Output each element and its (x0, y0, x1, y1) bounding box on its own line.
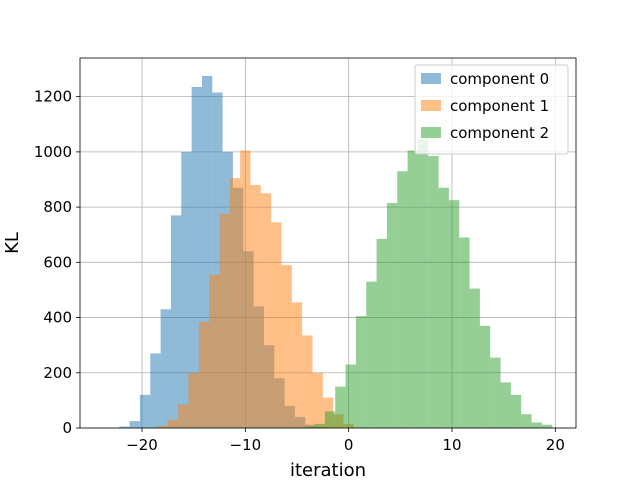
x-tick-label: 20 (546, 436, 565, 454)
histogram-bar (188, 372, 199, 428)
histogram-bar (366, 281, 377, 428)
histogram-bar (170, 215, 182, 428)
histogram-bar (291, 302, 303, 428)
histogram-bar (438, 187, 449, 428)
legend-box (414, 64, 569, 155)
histogram-bar (201, 75, 213, 429)
x-axis-label: iteration (290, 460, 366, 480)
y-tick-label: 200 (43, 364, 72, 382)
y-tick-label: 1200 (34, 88, 72, 106)
histogram-bar (312, 372, 323, 428)
histogram-bar (355, 316, 367, 428)
histogram-bar (198, 321, 210, 428)
x-tick-label: 0 (344, 436, 354, 454)
legend-swatch (421, 100, 441, 111)
histogram-bar (191, 86, 202, 428)
histogram-bar (314, 423, 325, 428)
histogram-bar (324, 411, 336, 428)
legend: component 0 component 1 component 2 (414, 64, 569, 155)
histogram-bar (376, 238, 387, 428)
x-axis-ticks: −20 −10 0 10 20 (126, 428, 565, 454)
histogram-bar (167, 419, 179, 428)
histogram-bar (510, 394, 522, 428)
legend-label: component 2 (450, 124, 549, 142)
histogram-bar (397, 171, 408, 428)
histogram-bar (209, 274, 220, 428)
histogram-bar (240, 150, 251, 428)
histogram-bar (459, 237, 470, 428)
y-axis-ticks: 0 200 400 600 800 1000 1200 (34, 88, 80, 437)
histogram-bar (469, 288, 480, 428)
histogram-bar (386, 202, 398, 428)
histogram-bar (531, 422, 542, 428)
histogram-bar (407, 150, 418, 428)
histogram-bar (260, 193, 272, 428)
histogram-bar (119, 426, 130, 428)
histogram-bars (119, 75, 553, 429)
histogram-bar (157, 425, 168, 428)
x-tick-label: 10 (442, 436, 461, 454)
histogram-bar (521, 414, 532, 428)
histogram-bar (129, 421, 140, 428)
histogram-bar (335, 386, 346, 428)
histogram-bar (428, 156, 439, 428)
series-1-bars (157, 150, 354, 428)
y-tick-label: 1000 (34, 143, 72, 161)
y-tick-label: 800 (43, 198, 72, 216)
histogram-bar (212, 92, 223, 428)
histogram-bar (500, 382, 511, 428)
x-tick-label: −10 (230, 436, 262, 454)
histogram-bar (490, 357, 501, 428)
histogram-bar (302, 335, 313, 428)
histogram-bar (160, 309, 171, 428)
legend-label: component 0 (450, 70, 549, 88)
histogram-bar (181, 151, 192, 428)
histogram-bar (229, 178, 241, 428)
histogram-bar (271, 222, 282, 428)
plot-frame (79, 57, 577, 429)
legend-swatch (421, 73, 441, 84)
histogram-bar (345, 364, 356, 428)
histogram-bar (479, 325, 491, 428)
x-tick-label: −20 (126, 436, 158, 454)
histogram-bar (178, 404, 189, 428)
histogram-bar (417, 139, 429, 428)
histogram-bar (281, 265, 292, 428)
histogram-bar (150, 353, 161, 428)
histogram-bar (541, 424, 553, 428)
histogram-bar (139, 394, 151, 428)
y-tick-label: 0 (62, 419, 72, 437)
histogram-bar (250, 185, 261, 428)
y-tick-label: 600 (43, 253, 72, 271)
y-axis-label: KL (2, 232, 23, 254)
histogram-bar (304, 426, 315, 428)
legend-label: component 1 (450, 97, 549, 115)
y-tick-label: 400 (43, 309, 72, 327)
series-2-bars (304, 139, 553, 428)
legend-swatch (421, 127, 441, 138)
histogram-bar (219, 214, 230, 428)
histogram-bar (448, 200, 460, 428)
